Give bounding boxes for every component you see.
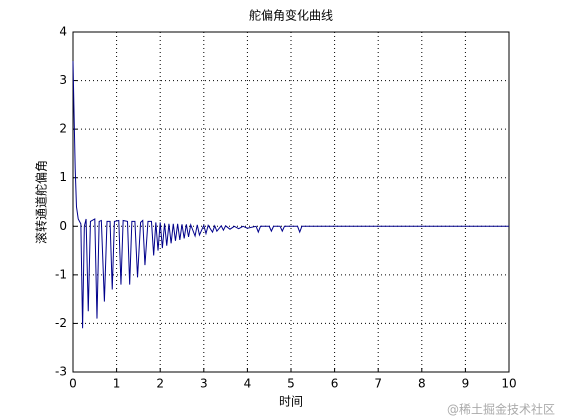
x-tick-label: 9 — [462, 377, 470, 391]
y-axis-label: 滚转通道舵偏角 — [34, 160, 49, 244]
y-tick-label: 1 — [59, 170, 67, 184]
chart-title: 舵偏角变化曲线 — [249, 8, 333, 23]
y-tick-label: 3 — [59, 73, 67, 87]
x-tick-label: 8 — [418, 377, 426, 391]
data-line — [72, 61, 509, 329]
x-tick-label: 3 — [200, 377, 208, 391]
y-tick-label: -2 — [55, 316, 67, 330]
x-tick-label: 4 — [244, 377, 252, 391]
x-tick-label: 6 — [331, 377, 339, 391]
y-tick-label: 4 — [59, 25, 67, 39]
x-tick-label: 10 — [501, 377, 516, 391]
x-tick-label: 1 — [113, 377, 121, 391]
x-tick-label: 7 — [374, 377, 382, 391]
x-tick-label: 5 — [287, 377, 295, 391]
y-tick-label: -3 — [55, 365, 67, 379]
x-tick-label: 2 — [156, 377, 164, 391]
watermark: @稀土掘金技术社区 — [447, 402, 555, 417]
x-tick-label: 0 — [69, 377, 77, 391]
y-tick-label: 2 — [59, 122, 67, 136]
y-tick-label: -1 — [55, 267, 67, 281]
x-axis-label: 时间 — [279, 395, 303, 409]
y-tick-label: 0 — [59, 219, 67, 233]
